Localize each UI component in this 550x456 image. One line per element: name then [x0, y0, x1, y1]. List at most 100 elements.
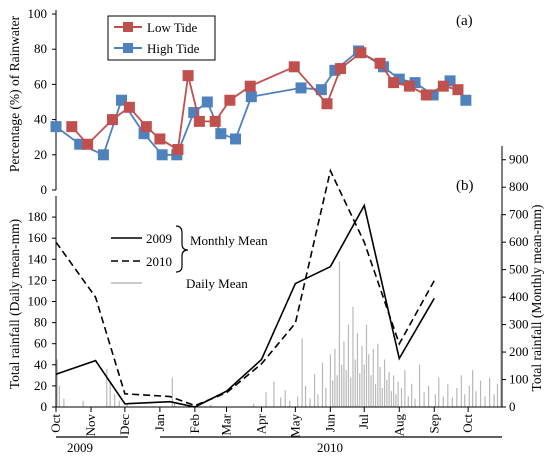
low-tide-marker — [172, 144, 184, 156]
panel-a-chart: 0 20 40 60 80 100 Percentage (%) of Rainwater… — [7, 6, 473, 197]
low-tide-marker — [244, 80, 256, 92]
high-tide-marker — [50, 121, 62, 133]
low-tide-marker — [321, 98, 333, 110]
panel-a-y-ticks: 0 20 40 60 80 100 — [28, 6, 56, 197]
panel-b-label: (b) — [456, 178, 474, 194]
panel-a-y-tick-label: 100 — [28, 6, 48, 21]
panel-a-y-tick-label: 60 — [34, 76, 47, 91]
month-tick-label: Jun — [322, 414, 337, 433]
panel-a-series — [50, 45, 472, 161]
low-tide-marker — [403, 80, 415, 92]
panel-a-y-tick-label: 20 — [34, 147, 47, 162]
low-tide-marker — [388, 77, 400, 89]
high-tide-marker — [138, 128, 150, 140]
low-tide-marker — [437, 80, 449, 92]
low-tide-marker — [374, 57, 386, 69]
panel-b-left-tick-label: 140 — [28, 251, 48, 266]
panel-a-y-axis-label: Percentage (%) of Rainwater — [7, 15, 22, 172]
month-tick-label: Sep — [426, 414, 441, 434]
low-tide-marker — [335, 63, 347, 75]
panel-b-right-tick-label: 300 — [509, 317, 529, 332]
panel-b-right-tick-label: 600 — [509, 234, 529, 249]
panel-a-label: (a) — [456, 13, 473, 29]
month-tick-label: Dec — [117, 414, 132, 435]
panel-b-right-tick-label: 100 — [509, 372, 529, 387]
low-tide-marker — [182, 70, 194, 82]
panel-a-y-tick-label: 0 — [41, 182, 48, 197]
legend-2010-label: 2010 — [146, 254, 172, 269]
legend-2009-label: 2009 — [146, 231, 172, 246]
legend-brace — [175, 225, 189, 273]
high-tide-marker — [409, 77, 421, 89]
panel-a-y-tick-label: 40 — [34, 112, 47, 127]
high-tide-marker — [295, 82, 307, 94]
high-tide-marker — [393, 73, 405, 85]
low-tide-line — [71, 51, 459, 151]
panel-b-y-axis-label: Total rainfall (Daily mean-mm) — [7, 219, 22, 389]
legend-low-tide-label: Low Tide — [147, 20, 197, 35]
panel-b-left-tick-label: 180 — [28, 209, 48, 224]
panel-b-right-tick-label: 0 — [509, 399, 516, 414]
low-tide-marker — [82, 138, 94, 150]
panel-a-legend: Low Tide High Tide — [107, 15, 216, 61]
panel-b-left-tick-label: 40 — [34, 357, 47, 372]
monthly-mean-lines — [55, 168, 435, 408]
low-tide-marker — [140, 121, 152, 133]
panel-b-right-tick-label: 900 — [509, 152, 529, 167]
panel-b-right-tick-label: 800 — [509, 179, 529, 194]
year-2010-label: 2010 — [317, 440, 343, 455]
high-tide-marker — [201, 96, 213, 108]
low-tide-marker — [355, 47, 367, 59]
daily-mean-bars — [56, 213, 502, 407]
year-2009-label: 2009 — [67, 440, 93, 455]
panel-b-right-tick-label: 700 — [509, 207, 529, 222]
high-tide-marker — [329, 64, 341, 76]
low-tide-marker — [66, 121, 78, 133]
high-tide-marker — [74, 138, 86, 150]
low-tide-marker — [452, 84, 464, 96]
month-tick-label: Aug — [391, 414, 406, 437]
panel-b-left-ticks: 0 20 40 60 80 100 120 140 160 180 — [28, 209, 56, 414]
monthly-mean-2010-line — [55, 168, 435, 407]
high-tide-marker — [115, 94, 127, 106]
high-tide-marker — [97, 149, 109, 161]
panel-b-right-tick-label: 200 — [509, 344, 529, 359]
high-tide-marker — [444, 75, 456, 87]
legend-high-tide-marker — [123, 43, 133, 53]
panel-b-left-tick-label: 60 — [34, 336, 47, 351]
panel-b-legend: 2009 2010 Monthly Mean Daily Mean — [111, 225, 268, 291]
high-tide-marker — [230, 133, 242, 145]
high-tide-marker — [215, 128, 227, 140]
panel-a-y-tick-label: 80 — [34, 41, 47, 56]
low-tide-marker — [123, 101, 135, 113]
high-tide-marker — [188, 107, 200, 119]
high-tide-marker — [245, 91, 257, 103]
legend-low-tide-marker — [123, 22, 133, 32]
low-tide-marker — [224, 94, 236, 106]
high-tide-marker — [315, 84, 327, 96]
low-tide-marker — [420, 89, 432, 101]
panel-b-left-tick-label: 20 — [34, 378, 47, 393]
legend-monthly-mean-label: Monthly Mean — [190, 233, 268, 248]
high-tide-marker — [156, 149, 168, 161]
month-tick-label: Feb — [187, 414, 202, 434]
panel-b-left-tick-label: 0 — [41, 399, 48, 414]
month-tick-label: Oct — [48, 414, 63, 433]
panel-b-y2-axis-label: Total rainfall (Monthly mean-mm) — [529, 205, 544, 392]
legend-daily-mean-label: Daily Mean — [186, 276, 248, 291]
high-tide-marker — [460, 94, 472, 106]
month-tick-label: Oct — [460, 414, 475, 433]
panel-b-left-tick-label: 80 — [34, 315, 47, 330]
panel-b-right-tick-label: 400 — [509, 289, 529, 304]
month-tick-label: Jan — [152, 414, 167, 432]
panel-b-right-tick-label: 500 — [509, 262, 529, 277]
month-tick-label: Apr — [253, 413, 268, 434]
low-tide-marker — [106, 114, 118, 126]
high-tide-marker — [427, 89, 439, 101]
panel-b-left-tick-label: 100 — [28, 294, 48, 309]
low-tide-marker — [209, 115, 221, 127]
low-tide-marker — [154, 133, 166, 145]
legend-high-tide-label: High Tide — [147, 41, 200, 56]
low-tide-marker — [288, 61, 300, 73]
